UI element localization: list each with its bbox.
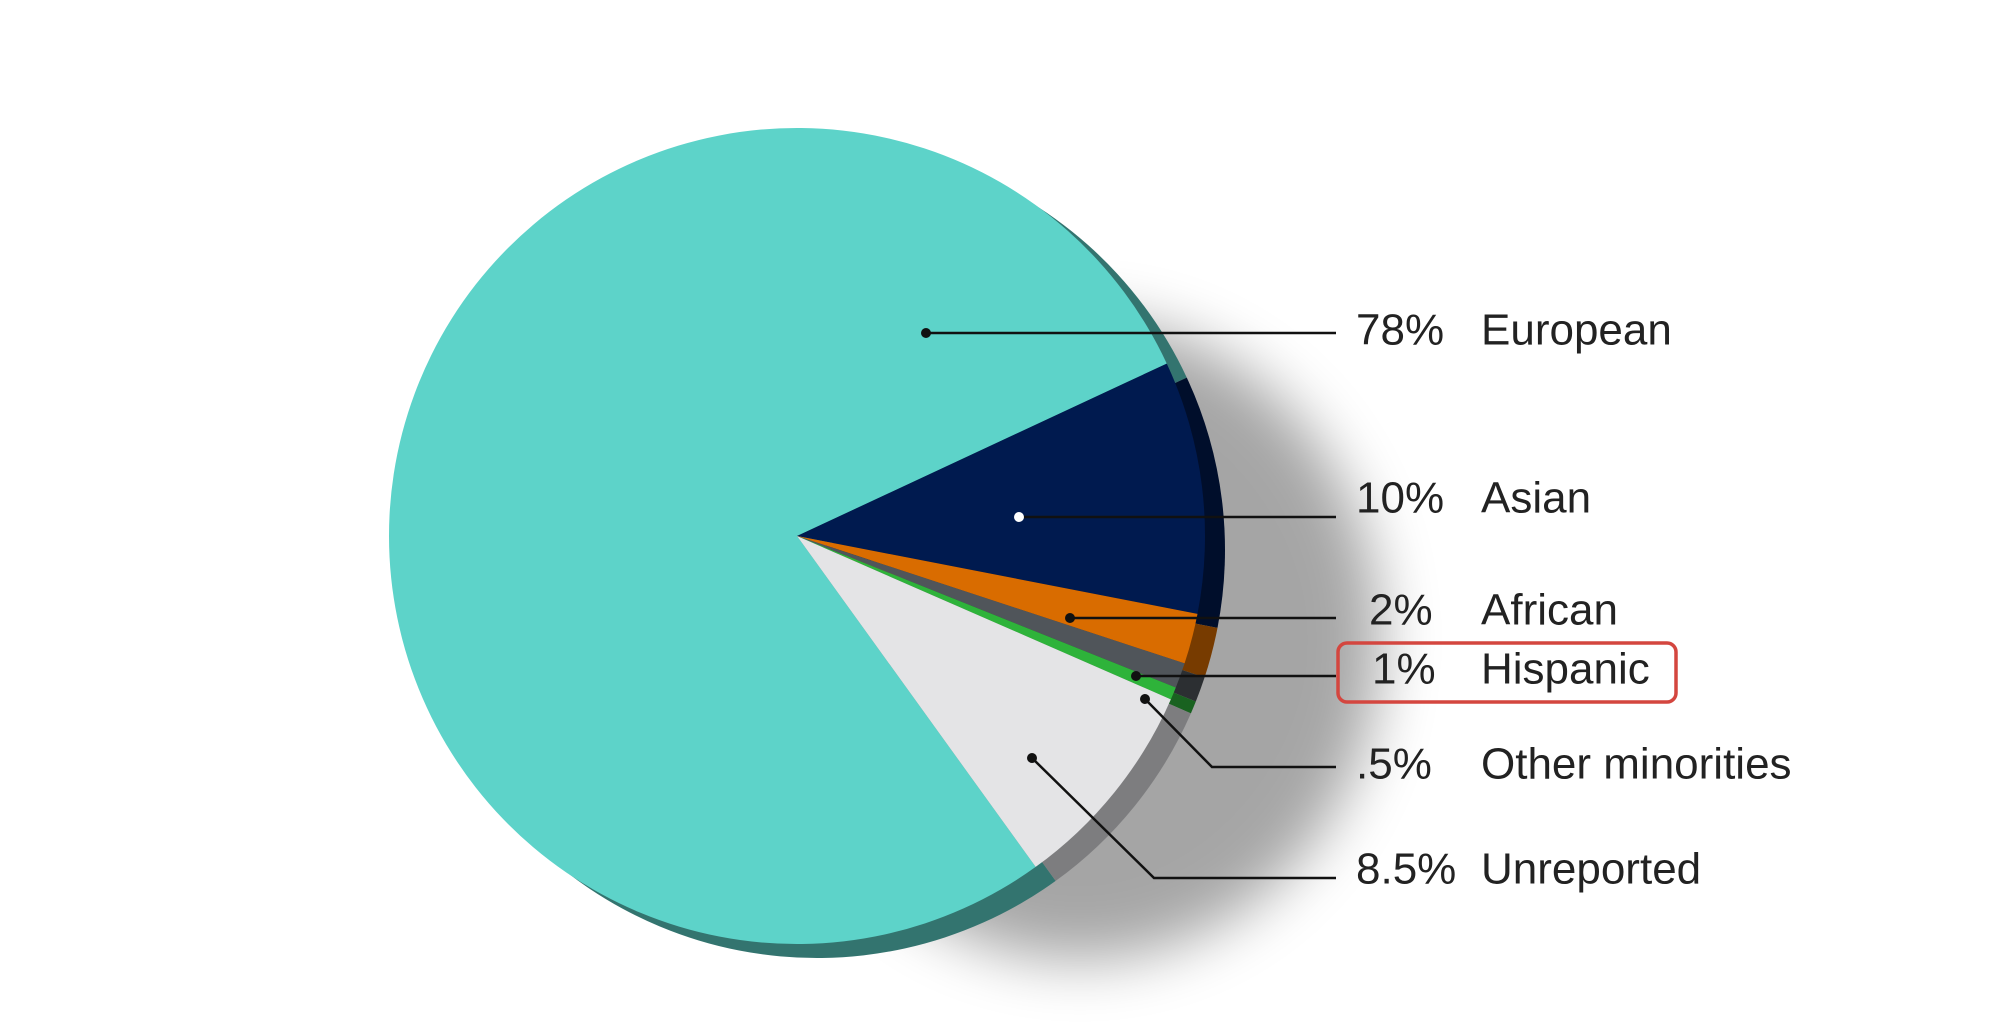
value-label: 10% — [1356, 474, 1444, 523]
slice — [797, 536, 1171, 867]
slice — [797, 536, 1176, 700]
category-label: Hispanic — [1481, 645, 1650, 694]
leader-dot — [1131, 671, 1141, 681]
category-label: African — [1481, 586, 1618, 635]
labels: 78% European 10% Asian 2% African 1% Hispanic .5… — [921, 306, 1792, 894]
leader-dot — [1140, 694, 1150, 704]
slice — [797, 363, 1205, 614]
slice — [797, 536, 1198, 664]
value-label: 8.5% — [1356, 845, 1456, 894]
value-label: 1% — [1372, 645, 1436, 694]
leader-line — [1031, 757, 1336, 880]
value-label: 78% — [1356, 306, 1444, 355]
slice — [797, 536, 1185, 688]
category-label: Other minorities — [1481, 740, 1792, 789]
category-label: European — [1481, 306, 1672, 355]
value-label: .5% — [1356, 740, 1432, 789]
leader-dot — [1014, 512, 1024, 522]
category-label: Asian — [1481, 474, 1591, 523]
leader-dot — [1065, 613, 1075, 623]
value-label: 2% — [1369, 586, 1433, 635]
pie-top — [389, 128, 1205, 945]
leader-line — [1144, 698, 1336, 769]
highlight-box — [1336, 641, 1678, 704]
leader-dot — [921, 328, 931, 338]
category-label: Unreported — [1481, 845, 1701, 894]
leader-dot — [1027, 753, 1037, 763]
